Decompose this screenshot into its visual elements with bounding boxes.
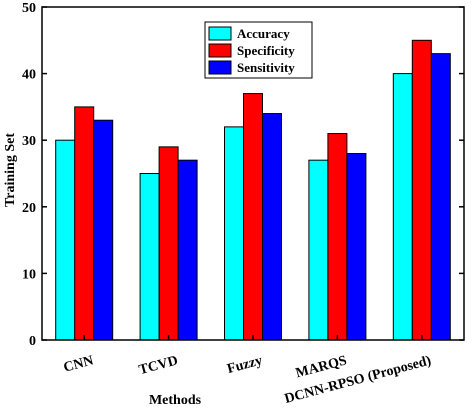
bar-sensitivity-3 [346, 153, 367, 341]
legend-swatch-sensitivity [208, 60, 232, 75]
x-tick-label: Fuzzy [226, 353, 264, 377]
bar-specificity-0 [74, 106, 95, 341]
bar-accuracy-4 [392, 73, 413, 341]
plot-area [41, 6, 465, 341]
y-tick-label: 50 [22, 1, 36, 16]
bar-sensitivity-2 [262, 113, 282, 341]
bar-sensitivity-0 [93, 119, 114, 341]
y-tick-label: 0 [29, 334, 36, 349]
legend-label-sensitivity: Sensitivity [237, 60, 295, 75]
y-axis-ticks: 0 10 20 30 40 50 [22, 1, 464, 349]
x-tick-label: TCVD [137, 353, 179, 378]
x-tick-label: DCNN-RPSO (Proposed) [283, 353, 433, 407]
legend-label-accuracy: Accuracy [237, 26, 290, 41]
y-axis-title: Training Set [3, 133, 18, 207]
bar-sensitivity-4 [430, 53, 451, 341]
y-tick-label: 40 [22, 68, 36, 83]
x-axis-title: Methods [149, 393, 202, 408]
bar-sensitivity-1 [177, 159, 198, 341]
legend-swatch-specificity [208, 43, 232, 58]
y-tick-label: 20 [22, 201, 36, 216]
y-tick-label: 30 [22, 134, 36, 149]
bar-accuracy-0 [55, 139, 76, 341]
bar-accuracy-1 [139, 173, 160, 341]
bar-accuracy-2 [224, 126, 244, 341]
legend: Accuracy Specificity Sensitivity [204, 21, 313, 79]
y-tick-label: 10 [22, 267, 36, 282]
legend-label-specificity: Specificity [237, 43, 295, 58]
bar-specificity-2 [243, 93, 263, 341]
x-tick-label: CNN [62, 353, 95, 375]
bar-specificity-3 [327, 133, 348, 341]
legend-swatch-accuracy [208, 26, 232, 41]
bar-specificity-1 [158, 146, 179, 341]
bar-accuracy-3 [308, 159, 329, 341]
bar-specificity-4 [411, 39, 432, 341]
